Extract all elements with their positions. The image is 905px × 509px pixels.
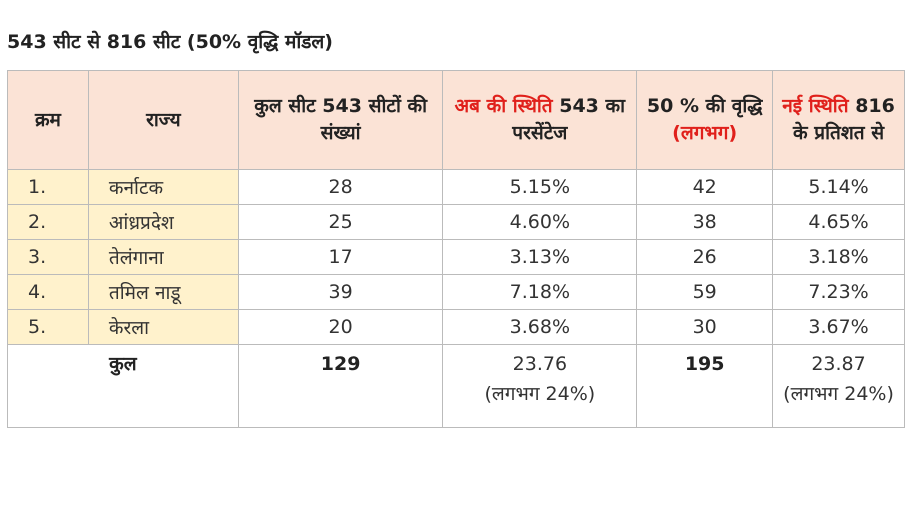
cell: 20 — [237, 309, 444, 345]
header-cell: नई स्थिति 816 के प्रतिशत से — [772, 70, 905, 170]
header-text: क्रम — [34, 108, 61, 131]
cell: 3.13% — [442, 239, 638, 275]
cell: 4.65% — [772, 204, 905, 240]
cell: 3. — [7, 239, 89, 275]
total-seats: 129 — [237, 344, 444, 428]
header-text: अब की स्थिति — [454, 95, 553, 117]
cell: 3.18% — [772, 239, 905, 275]
header-text: सीटों की संख्यां — [320, 95, 427, 144]
data-row: 4. तमिल नाडू 39 7.18% 59 7.23% — [7, 274, 905, 310]
cell: 4.60% — [442, 204, 638, 240]
header-text: 543 — [559, 95, 599, 117]
cell: 25 — [237, 204, 444, 240]
header-cell: राज्य — [87, 70, 239, 170]
data-row: 3. तेलंगाना 17 3.13% 26 3.18% — [7, 239, 905, 275]
total-current-pct: 23.76 — [512, 353, 568, 375]
cell: 30 — [636, 309, 774, 345]
cell: 4. — [7, 274, 89, 310]
cell: 59 — [636, 274, 774, 310]
header-cell: कुल सीट 543 सीटों की संख्यां — [237, 70, 444, 170]
total-label: कुल — [7, 344, 239, 428]
total-row: कुल 129 23.76 (लगभग 24%) 195 23.87 (लगभग 24%) — [7, 344, 905, 428]
total-new-approx: (लगभग 24%) — [783, 383, 894, 405]
data-row: 5. केरला 20 3.68% 30 3.67% — [7, 309, 905, 345]
cell: 26 — [636, 239, 774, 275]
cell: तमिल नाडू — [87, 274, 239, 310]
data-row: 1. कर्नाटक 28 5.15% 42 5.14% — [7, 169, 905, 205]
cell: 7.18% — [442, 274, 638, 310]
header-text: 50 % की — [646, 95, 726, 117]
cell: 17 — [237, 239, 444, 275]
cell: तेलंगाना — [87, 239, 239, 275]
header-cell: क्रम — [7, 70, 89, 170]
total-increase: 195 — [636, 344, 774, 428]
cell: आंध्रप्रदेश — [87, 204, 239, 240]
cell: 28 — [237, 169, 444, 205]
cell: 5. — [7, 309, 89, 345]
cell: 5.14% — [772, 169, 905, 205]
header-text: नई स्थिति — [782, 95, 849, 117]
cell: 3.68% — [442, 309, 638, 345]
total-new: 23.87 (लगभग 24%) — [772, 344, 905, 428]
header-text: प्रतिशत से — [814, 122, 885, 144]
header-text: 816 के — [793, 95, 895, 144]
header-row: क्रम राज्य कुल सीट 543 सीटों की संख्यां अब … — [7, 70, 905, 170]
header-cell: 50 % की वृद्धि (लगभग) — [636, 70, 774, 170]
total-new-pct: 23.87 — [811, 353, 866, 375]
cell: 42 — [636, 169, 774, 205]
header-text: का परसेंटेज — [512, 95, 626, 144]
data-row: 2. आंध्रप्रदेश 25 4.60% 38 4.65% — [7, 204, 905, 240]
total-current-approx: (लगभग 24%) — [484, 383, 596, 405]
cell: कर्नाटक — [87, 169, 239, 205]
total-current: 23.76 (लगभग 24%) — [442, 344, 638, 428]
cell: 7.23% — [772, 274, 905, 310]
seat-table: क्रम राज्य कुल सीट 543 सीटों की संख्यां अब … — [7, 70, 905, 428]
cell: केरला — [87, 309, 239, 345]
title: 543 सीट से 816 सीट (50% वृद्धि मॉडल) — [7, 31, 333, 53]
cell: 3.67% — [772, 309, 905, 345]
cell: 2. — [7, 204, 89, 240]
cell: 39 — [237, 274, 444, 310]
cell: 5.15% — [442, 169, 638, 205]
header-text: (लगभग) — [672, 122, 738, 144]
header-text: वृद्धि — [731, 95, 763, 117]
header-text: कुल सीट 543 — [254, 95, 362, 117]
cell: 38 — [636, 204, 774, 240]
header-text: राज्य — [146, 108, 181, 131]
cell: 1. — [7, 169, 89, 205]
header-cell: अब की स्थिति 543 का परसेंटेज — [442, 70, 638, 170]
